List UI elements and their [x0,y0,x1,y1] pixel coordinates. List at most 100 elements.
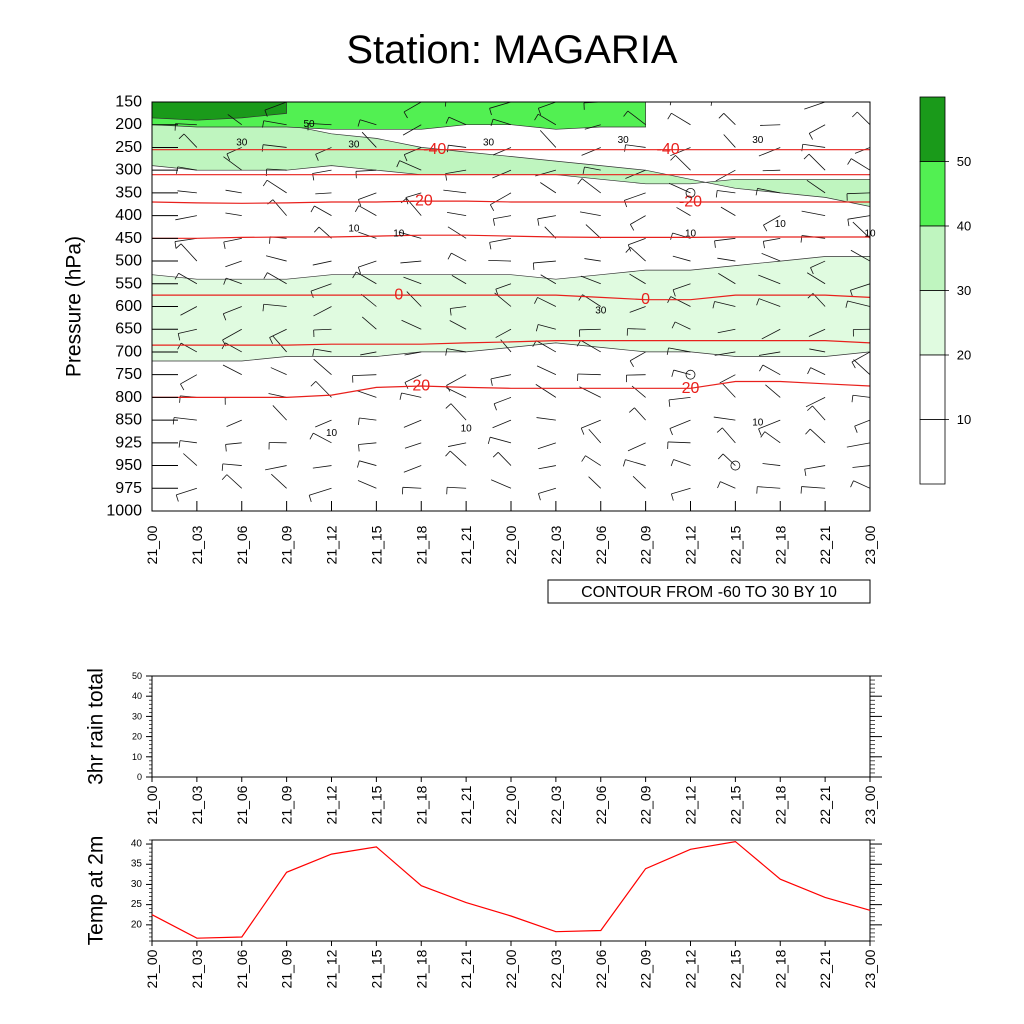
wind-barb [854,419,870,427]
temperature-contour [152,380,870,398]
x-tick-label: 22_21 [817,525,833,564]
x-tick-label: 22_18 [772,785,788,824]
wind-barb-feather [445,450,451,457]
wind-barb [489,102,512,109]
wind-barb [403,276,422,285]
wind-barb [762,463,781,466]
wind-barb-feather [225,444,227,452]
x-tick-label: 21_12 [324,785,340,824]
x-tick-label: 22_09 [638,785,654,824]
wind-barb [183,453,198,466]
x-tick-label: 22_12 [683,785,699,824]
wind-barb [584,124,601,130]
wind-barb [714,351,736,356]
wind-barb-feather [850,290,853,298]
wind-barb [447,486,467,489]
shading-band-20 [152,256,870,362]
wind-barb [627,110,646,126]
wind-barb-feather [226,153,231,161]
x-tick-label: 22_03 [548,785,564,824]
y-tick-label: 50 [132,671,142,681]
wind-barb-feather [534,297,538,304]
wind-barb [183,133,198,148]
y-axis-label: 3hr rain total [85,668,108,785]
speed-contour-label: 10 [393,228,405,239]
wind-barb-feather [223,277,227,285]
wind-barb [222,364,242,376]
wind-barb [223,237,242,243]
wind-barb [447,226,467,239]
wind-barb-feather [310,381,317,387]
wind-barb-feather [269,236,271,244]
wind-barb [628,237,646,246]
wind-barb-feather [310,291,314,298]
wind-barb [676,207,691,216]
x-tick-label: 22_15 [727,785,743,824]
wind-barb-feather [847,158,852,165]
wind-barb [779,102,781,103]
wind-barb-feather [223,241,226,249]
wind-barb [722,453,736,466]
wind-barb [266,179,287,194]
wind-barb [446,374,467,386]
wind-barb [492,147,512,156]
wind-barb [538,102,557,109]
wind-barb-feather [629,224,635,231]
y-tick-label: 40 [131,839,143,850]
speed-contour-label: 30 [595,306,607,317]
wind-barb [588,428,602,444]
temperature-contour [152,294,870,301]
wind-barb [399,160,422,171]
wind-barb [225,342,242,353]
wind-barb [401,392,422,398]
wind-barb-feather [445,403,452,409]
wind-barb [315,192,332,195]
wind-barb-feather [756,298,760,306]
wind-barb [226,147,242,155]
wind-barb [718,273,736,285]
temperature-contour-label: 0 [641,291,650,308]
speed-contour-label: 10 [348,224,360,235]
wind-barb [536,365,557,376]
wind-barb [225,260,242,268]
wind-barb [404,442,422,449]
y-tick-label: 450 [115,230,142,247]
wind-barb [667,441,691,444]
wind-barb-feather [628,407,635,413]
wind-barb [313,432,332,444]
y-tick-label: 20 [131,919,143,930]
temperature-contour-label: 0 [394,287,403,304]
wind-barb-feather [717,453,724,460]
wind-barb [222,328,242,341]
shading-band-50 [152,102,287,121]
wind-barb [400,260,422,264]
wind-barb-feather [358,199,362,207]
x-tick-label: 21_09 [279,949,295,988]
wind-barb [355,271,377,285]
wind-barb [492,118,512,126]
speed-contour-label: 10 [685,228,697,239]
wind-barb [225,442,242,445]
wind-barb [802,143,826,148]
temp-panel-series-line [151,840,871,939]
wind-barb-feather [534,113,539,121]
chart-title: Station: MAGARIA [346,28,678,72]
wind-barb-feather [854,426,858,433]
wind-barb-feather [629,360,634,368]
wind-barb [358,442,377,445]
wind-barb [627,328,646,330]
x-tick-label: 21_21 [458,525,474,564]
wind-barb [760,124,781,126]
wind-barb [223,156,242,171]
x-tick-label: 22_21 [817,785,833,824]
wind-barb [265,465,287,471]
speed-contour-label: 50 [304,119,316,130]
speed-contour-label: 30 [483,137,495,148]
wind-barb [358,260,377,268]
wind-barb [673,369,691,376]
wind-barb [538,487,556,494]
colorbar-label: 30 [957,283,971,298]
wind-barb [265,255,287,262]
y-tick-label: 700 [115,343,142,360]
wind-barb-feather [807,405,813,411]
